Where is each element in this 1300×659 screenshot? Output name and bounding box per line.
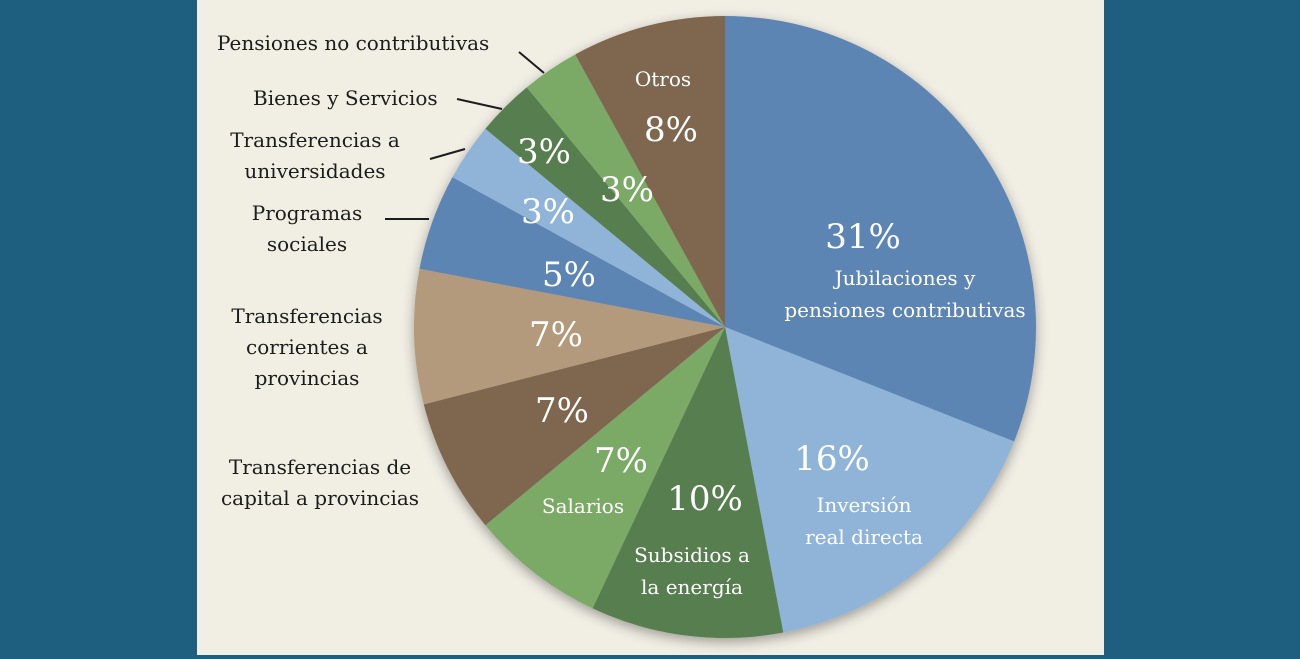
pie-slice-subsidios-a-la-energia [592,327,784,638]
slice-label-inversion-real-directa: Inversión real directa [805,493,923,549]
slice-label-jubilaciones-y-pensiones-contributivas: Jubilaciones y pensiones contributivas [784,266,1025,322]
slice-value-bienes-y-servicios: 3% [517,132,571,172]
pie-slice-otros [575,16,725,327]
slice-value-subsidios-a-la-energia: 10% [667,479,743,519]
outside-label-transferencias-de-capital-a-provincias: Transferencias de capital a provincias [221,455,419,510]
slice-value-transferencias-corrientes-a-provincias: 7% [529,315,583,355]
outside-label-transferencias-corrientes-a-provincias: Transferencias corrientes a provincias [231,304,382,390]
pie-slice-salarios [485,327,725,609]
pie-slice-pensiones-no-contributivas [526,54,725,327]
slice-value-transferencias-de-capital-a-provincias: 7% [535,391,589,431]
slice-label-otros: Otros [635,67,691,91]
outside-label-pensiones-no-contributivas: Pensiones no contributivas [217,31,489,55]
slice-value-salarios: 7% [594,441,648,481]
slice-value-programas-sociales: 5% [542,255,596,295]
pie-slice-inversion-real-directa [725,327,1015,633]
pie-slice-jubilaciones-y-pensiones-contributivas [725,16,1036,442]
slice-label-salarios: Salarios [542,494,624,518]
pie-slice-transferencias-a-universidades [452,128,725,327]
slice-label-subsidios-a-la-energia: Subsidios a la energía [634,543,750,599]
pie-slice-transferencias-de-capital-a-provincias [423,327,725,526]
pie-slice-bienes-y-servicios [485,87,725,327]
outside-label-programas-sociales: Programas sociales [252,201,363,256]
slice-value-jubilaciones-y-pensiones-contributivas: 31% [825,217,901,257]
slice-value-pensiones-no-contributivas: 3% [600,170,654,210]
pie-slice-transferencias-corrientes-a-provincias [414,268,725,405]
leader-line-pensiones-no-contributivas [518,51,545,74]
slice-value-transferencias-a-universidades: 3% [521,192,575,232]
leader-line-bienes-y-servicios [456,98,503,110]
slice-value-otros: 8% [644,110,698,150]
outside-label-bienes-y-servicios: Bienes y Servicios [253,86,438,110]
leader-line-transferencias-a-universidades [429,148,466,160]
pie-slices [414,16,1036,638]
outside-label-transferencias-a-universidades: Transferencias a universidades [230,128,400,183]
slice-value-inversion-real-directa: 16% [794,439,870,479]
pie-slice-programas-sociales [419,177,725,327]
